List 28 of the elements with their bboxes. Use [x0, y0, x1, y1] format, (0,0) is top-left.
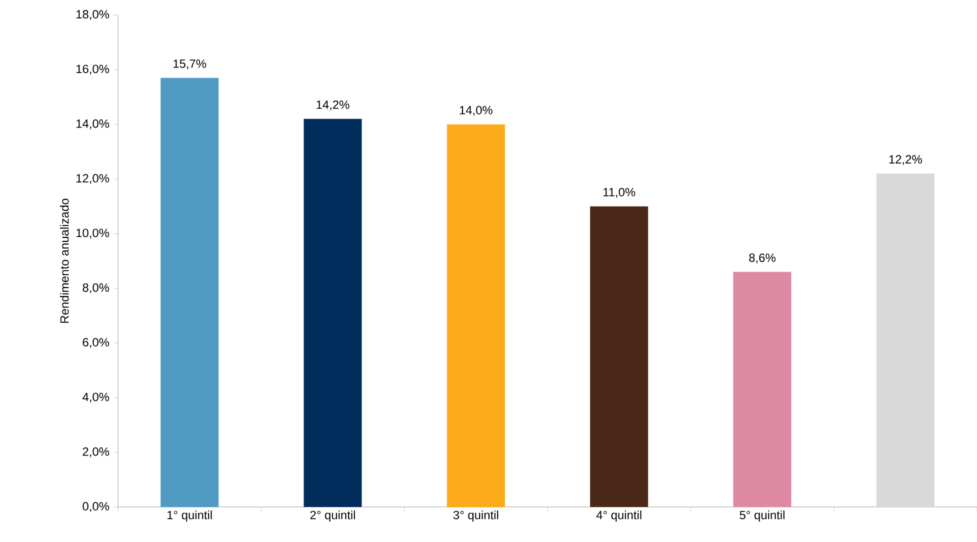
data-label: 15,7% [174, 60, 206, 70]
y-tick-label: 2,0% [82, 447, 110, 458]
x-tick-label: 1° quintil [168, 510, 212, 522]
y-axis-title: Rendimento anualizado [60, 198, 69, 323]
y-tick-label: 16,0% [76, 64, 110, 75]
y-tick-label: 12,0% [76, 174, 110, 184]
data-label: 12,2% [889, 155, 922, 165]
y-tick-label: 8,0% [82, 283, 110, 294]
bar [876, 174, 934, 507]
y-tick-label: 10,0% [76, 228, 110, 239]
bar [304, 118, 362, 507]
x-tick-label: 4° quintil [596, 510, 642, 522]
data-label: 14,0% [460, 106, 492, 116]
x-tick-label: 5° quintil [740, 510, 784, 522]
x-tick-label: 3° quintil [453, 510, 498, 522]
y-tick-label: 6,0% [82, 338, 110, 348]
data-label: 11,0% [603, 188, 636, 198]
y-tick-label: 14,0% [76, 119, 110, 130]
bar [446, 124, 505, 507]
y-tick-label: 4,0% [82, 392, 110, 403]
bar [590, 206, 648, 507]
y-tick-label: 18,0% [76, 10, 110, 20]
y-tick-label: 0,0% [82, 502, 110, 512]
bar [733, 272, 792, 507]
bar [160, 78, 219, 507]
data-label: 8,6% [749, 254, 776, 264]
data-label: 14,2% [316, 100, 350, 110]
x-tick-label: 2° quintil [310, 510, 355, 522]
